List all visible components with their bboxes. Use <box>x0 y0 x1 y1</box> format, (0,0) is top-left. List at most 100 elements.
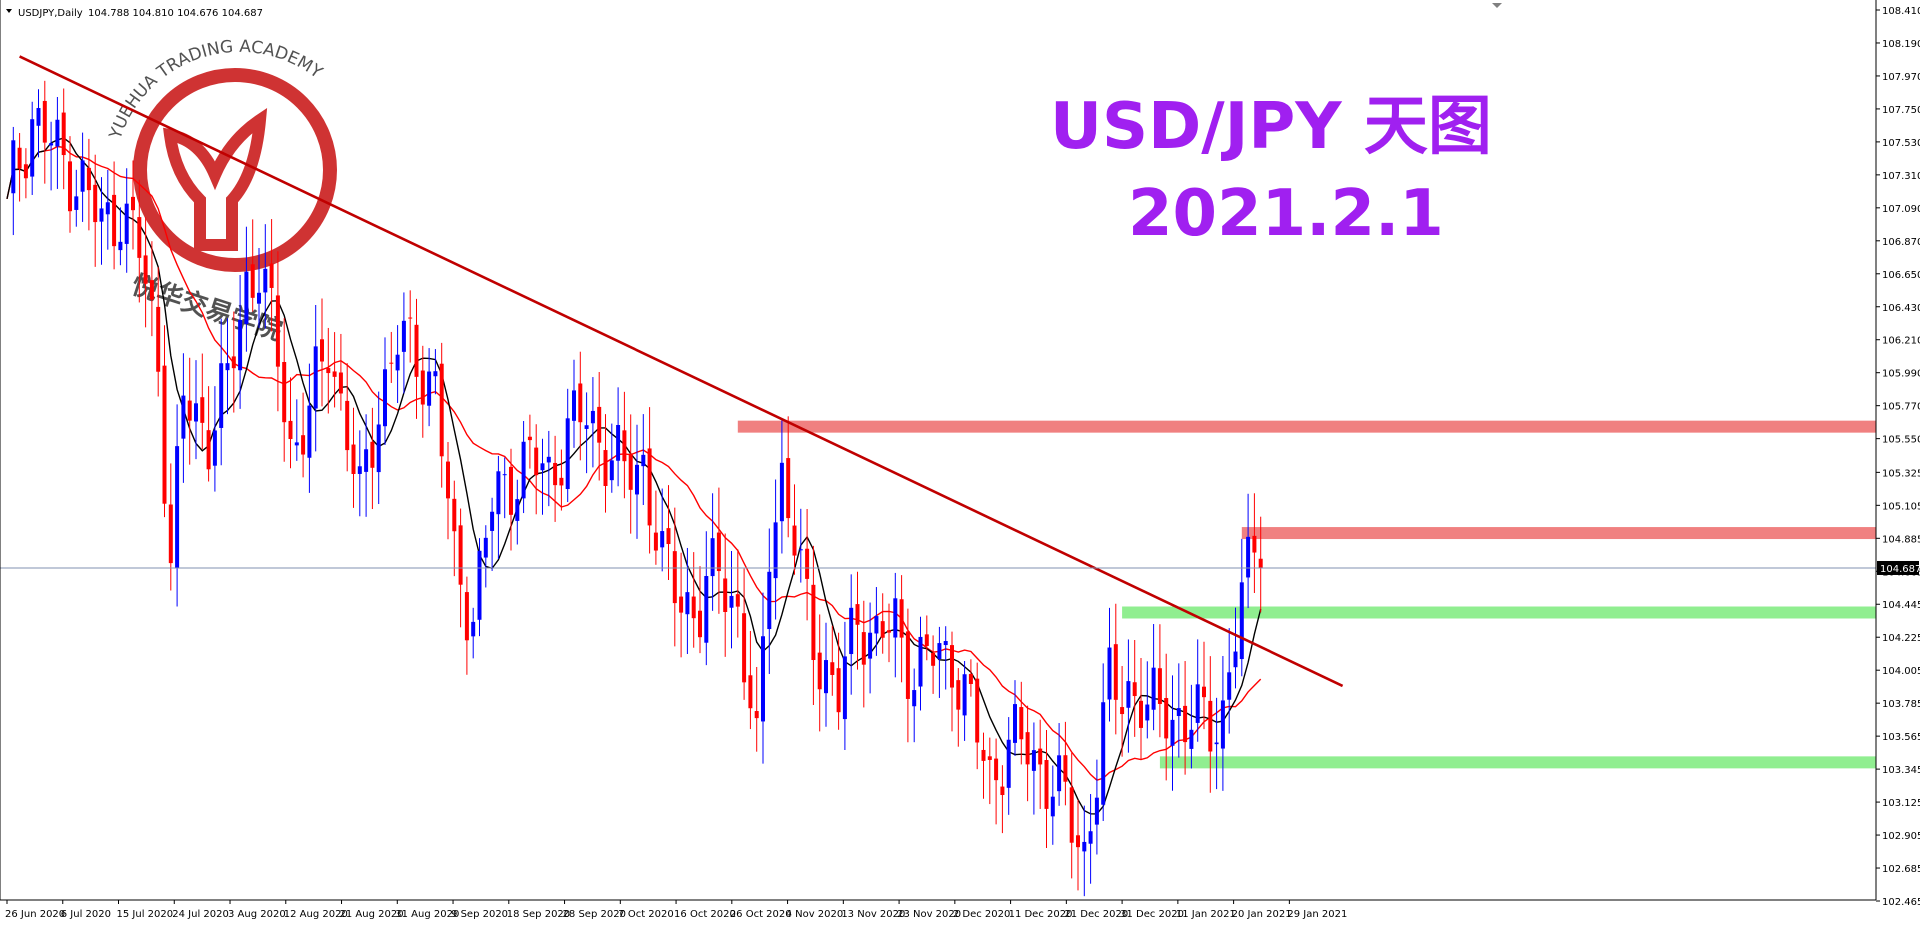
candle-body <box>383 369 387 427</box>
candle <box>1113 603 1118 735</box>
candle-body <box>635 464 639 495</box>
candle <box>546 430 551 507</box>
candle <box>1107 607 1112 722</box>
y-tick-label: 103.345 <box>1882 765 1920 776</box>
candle <box>345 363 350 472</box>
candle <box>653 490 658 565</box>
candle <box>931 635 936 694</box>
chart-title: USD/JPY 天图 <box>1050 90 1492 164</box>
candle-body <box>1157 668 1162 704</box>
candle-body <box>389 362 394 364</box>
candle <box>200 353 205 450</box>
trendline[interactable] <box>19 55 1344 688</box>
candle <box>17 133 22 202</box>
x-tick-label: 26 Jun 2020 <box>5 909 65 920</box>
candle-body <box>691 596 696 619</box>
candle <box>86 138 91 231</box>
candle <box>981 732 986 799</box>
candle <box>622 391 627 499</box>
candle-body <box>1233 651 1238 668</box>
candle-body <box>1082 841 1087 852</box>
candle-body <box>275 295 280 367</box>
candle <box>1069 753 1074 879</box>
candle <box>685 547 690 655</box>
candle-body <box>887 630 891 633</box>
candle <box>635 424 639 539</box>
candle <box>918 616 923 711</box>
candle <box>641 414 646 506</box>
candle <box>836 632 841 730</box>
y-tick-label: 102.685 <box>1882 864 1920 875</box>
candle-body <box>194 403 198 422</box>
candle <box>219 318 224 466</box>
candle-body <box>761 636 765 722</box>
candle <box>515 479 520 545</box>
candle-body <box>931 652 936 666</box>
candle <box>716 487 721 614</box>
candle-body <box>660 531 665 548</box>
candle <box>824 622 828 727</box>
candle-body <box>912 690 917 707</box>
candle <box>1258 516 1263 613</box>
candle <box>704 531 709 666</box>
ma-slow-line <box>6 145 1262 781</box>
candle <box>761 592 765 764</box>
candle-body <box>17 147 22 169</box>
candle-body <box>338 372 343 394</box>
candle <box>565 388 570 503</box>
candle <box>36 89 41 158</box>
candle-body <box>93 184 98 223</box>
candle-body <box>672 551 677 604</box>
candle <box>1006 717 1011 815</box>
candle <box>1227 628 1232 734</box>
candle <box>950 631 954 732</box>
candle-body <box>320 339 324 362</box>
candle <box>578 351 583 461</box>
candle-body <box>849 607 854 655</box>
candle <box>162 325 167 518</box>
candle <box>49 121 54 191</box>
candle-body <box>817 652 822 690</box>
candle <box>395 325 400 404</box>
dropdown-icon[interactable] <box>6 9 12 13</box>
candle <box>603 414 608 513</box>
candle-body <box>956 680 961 710</box>
y-tick-label: 104.005 <box>1882 666 1920 677</box>
chart-header: USDJPY,Daily 104.788 104.810 104.676 104… <box>6 8 263 19</box>
candle-body <box>1227 672 1232 700</box>
candle-body <box>124 203 129 244</box>
candle <box>849 574 854 695</box>
candle <box>194 360 198 460</box>
candle-body <box>250 264 255 298</box>
candle-body <box>1132 682 1137 697</box>
candle <box>490 497 495 571</box>
candle <box>131 160 135 250</box>
trendline-layer <box>19 55 1344 688</box>
candle <box>647 407 652 554</box>
x-tick-label: 21 Aug 2020 <box>340 909 404 920</box>
candle <box>943 626 948 690</box>
candle <box>225 318 230 415</box>
candle <box>893 572 898 678</box>
y-tick-label: 106.430 <box>1882 303 1920 314</box>
candle <box>1101 663 1106 822</box>
shift-marker-icon[interactable] <box>1492 3 1502 8</box>
candle-body <box>200 397 205 423</box>
y-tick-label: 104.445 <box>1882 600 1920 611</box>
candle-body <box>805 548 810 579</box>
candle <box>792 484 797 575</box>
candle <box>483 525 488 588</box>
candle-body <box>420 370 425 405</box>
candle <box>206 386 211 482</box>
candle <box>590 377 595 468</box>
candle <box>609 423 614 493</box>
candle-body <box>603 450 608 486</box>
candle-body <box>175 446 180 569</box>
candle-body <box>1069 787 1074 843</box>
candle <box>1013 680 1017 756</box>
candle-body <box>395 354 400 371</box>
candle <box>61 88 66 190</box>
y-tick-label: 102.465 <box>1882 897 1920 908</box>
